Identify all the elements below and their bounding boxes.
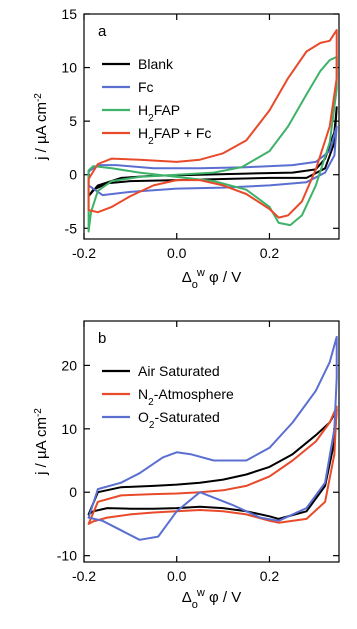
panel-a: -0.2 0.0 0.2 -5 0 5 10 15 Δow φ / V j / µA cm-2 a B… — [33, 6, 340, 291]
x-tick-label: 0.0 — [167, 568, 187, 584]
y-axis-label: j / µA cm-2 — [33, 93, 51, 161]
x-tick-label: -0.2 — [72, 245, 96, 261]
legend-label: H2FAP + Fc — [138, 125, 211, 147]
legend-label: N2-Atmosphere — [138, 386, 234, 408]
y-tick-label: -10 — [57, 548, 77, 564]
y-tick-label: 15 — [61, 6, 77, 22]
legend-label: Blank — [138, 56, 174, 72]
series-line-3 — [87, 55, 338, 233]
series-line-3 — [87, 335, 338, 541]
y-tick-label: 10 — [61, 60, 77, 76]
legend-label: H2FAP — [138, 102, 180, 124]
series-line-1 — [87, 408, 338, 520]
series-line-4 — [87, 29, 338, 219]
panel-b: -0.2 0.0 0.2 -10 0 10 20 Δow φ / V j / µA cm-2 b A… — [33, 320, 340, 611]
x-tick-label: 0.2 — [260, 568, 280, 584]
panel-letter: a — [98, 23, 107, 40]
plot-frame — [83, 320, 340, 563]
x-tick-label: 0.2 — [260, 245, 280, 261]
x-axis-label: Δow φ / V — [182, 267, 242, 291]
series-line-2 — [87, 405, 338, 525]
y-tick-label: 10 — [61, 421, 77, 437]
y-tick-label: 20 — [61, 357, 77, 373]
x-tick-label: -0.2 — [72, 568, 96, 584]
y-axis-label: j / µA cm-2 — [33, 408, 51, 476]
plot-frame — [83, 13, 340, 240]
legend-label: Fc — [138, 79, 154, 95]
legend-label: Air Saturated — [138, 363, 220, 379]
y-tick-label: 0 — [69, 167, 77, 183]
panel-letter: b — [98, 330, 106, 347]
x-axis-label: Δow φ / V — [182, 587, 242, 611]
legend-label: O2-Saturated — [138, 409, 220, 431]
y-tick-label: 0 — [69, 484, 77, 500]
y-tick-label: 5 — [69, 113, 77, 129]
series-line-2 — [87, 125, 338, 197]
y-tick-label: -5 — [65, 220, 78, 236]
x-tick-label: 0.0 — [167, 245, 187, 261]
